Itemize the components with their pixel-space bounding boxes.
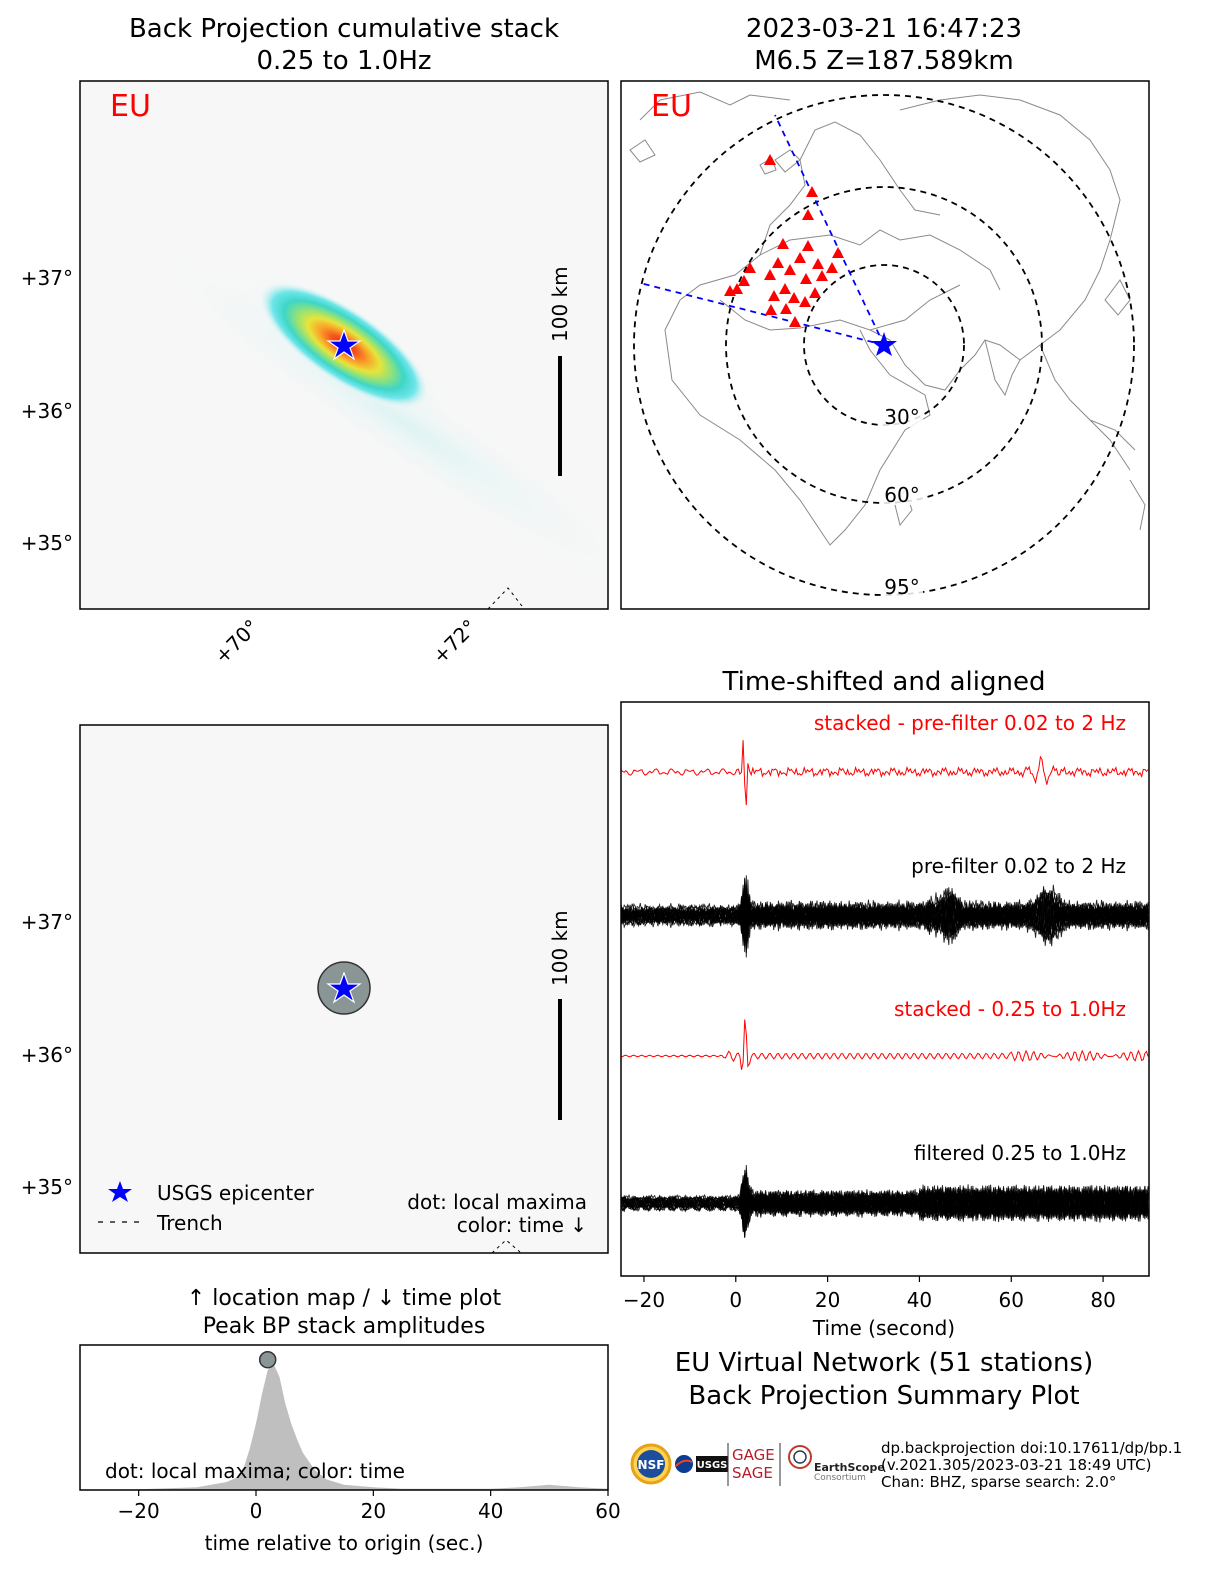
traces-tick-label: 80 xyxy=(1090,1288,1115,1312)
ring-label-95: 95° xyxy=(884,575,919,599)
location-map-legend: USGS epicenter Trench xyxy=(98,1181,315,1235)
summary-title-1: EU Virtual Network (51 stations) xyxy=(675,1348,1093,1378)
traces-frame xyxy=(620,701,1150,1277)
traces-tick-label: −20 xyxy=(623,1288,665,1312)
nsf-logo-text: NSF xyxy=(638,1458,665,1472)
logo-strip: NSF USGS GAGE SAGE EarthScope Consortium xyxy=(630,1443,885,1486)
station-map-panel: 2023-03-21 16:47:23 M6.5 Z=187.589km xyxy=(620,14,1150,610)
filtered-trace-line xyxy=(620,1179,1149,1223)
peak-local-maximum-dot xyxy=(258,1350,277,1369)
traces-background xyxy=(621,702,1149,1276)
footer-line-1: dp.backprojection doi:10.17611/dp/bp.1 xyxy=(881,1439,1182,1457)
legend-trench-label: Trench xyxy=(156,1211,223,1235)
peak-plot-background xyxy=(80,1345,608,1490)
peak-plot-tick-label: 60 xyxy=(595,1499,620,1523)
traces-tick-label: 0 xyxy=(729,1288,742,1312)
traces-tick-label: 40 xyxy=(907,1288,932,1312)
peak-plot-tick-label: 20 xyxy=(361,1499,386,1523)
bp-map-title-2: 0.25 to 1.0Hz xyxy=(256,46,431,76)
filtered-trace-line xyxy=(620,1176,1149,1228)
station-markers xyxy=(724,154,844,327)
stacked-filtered-line xyxy=(620,1019,1149,1070)
trench-line xyxy=(487,587,523,609)
station-map-title-1: 2023-03-21 16:47:23 xyxy=(746,14,1022,44)
bp-map-lon-tick: +70° xyxy=(210,615,264,669)
location-map-lat-tick: +37° xyxy=(21,910,73,934)
peak-plot-note: dot: local maxima; color: time xyxy=(105,1459,405,1483)
bp-map-lat-tick: +36° xyxy=(21,399,73,423)
nsf-logo: NSF xyxy=(630,1443,672,1485)
azimuth-lines xyxy=(639,114,885,346)
stacked-prefilter-trace xyxy=(620,740,1149,806)
summary-title-2: Back Projection Summary Plot xyxy=(688,1381,1079,1411)
nasa-logo xyxy=(675,1455,693,1473)
bp-map-region-label: EU xyxy=(110,89,151,124)
distance-ring-95 xyxy=(633,94,1135,596)
location-map-note-1: dot: local maxima xyxy=(407,1190,587,1214)
location-map-scale-label: 100 km xyxy=(548,910,572,986)
traces-tick-label: 60 xyxy=(999,1288,1024,1312)
coastlines xyxy=(629,91,1146,546)
traces-x-ticks: −20 0 20 40 60 80 xyxy=(623,1276,1116,1312)
filtered-trace-line xyxy=(620,1178,1149,1223)
peak-plot-x-ticks: −20 0 20 40 60 xyxy=(118,1490,621,1523)
bp-map-panel: Back Projection cumulative stack 0.25 to… xyxy=(21,14,609,669)
bp-map-lon-tick: +72° xyxy=(428,615,482,669)
legend-epicenter-icon xyxy=(108,1181,132,1202)
location-map-lat-tick: +36° xyxy=(21,1043,73,1067)
distance-ring-60 xyxy=(725,186,1043,504)
earthscope-logo-text: EarthScope xyxy=(814,1461,885,1474)
station-map-region-label: EU xyxy=(651,89,692,124)
earthscope-logo: EarthScope Consortium xyxy=(788,1445,885,1483)
stacked-prefilter-line xyxy=(620,740,1149,806)
traces-title: Time-shifted and aligned xyxy=(722,667,1046,697)
footer-line-2: (v.2021.305/2023-03-21 18:49 UTC) xyxy=(881,1456,1151,1474)
trace-label-filtered: filtered 0.25 to 1.0Hz xyxy=(914,1141,1126,1165)
trace-label-stacked-filtered: stacked - 0.25 to 1.0Hz xyxy=(894,997,1126,1021)
station-map-epicenter-star xyxy=(871,332,897,356)
traces-panel: Time-shifted and aligned stacked - pre-f… xyxy=(620,667,1150,1340)
bp-map-lat-tick: +37° xyxy=(21,266,73,290)
sage-logo-text: SAGE xyxy=(732,1464,773,1482)
gage-logo-text: GAGE xyxy=(732,1446,775,1464)
bp-map-title-1: Back Projection cumulative stack xyxy=(129,14,559,44)
peak-plot-xlabel: time relative to origin (sec.) xyxy=(205,1531,484,1555)
bp-map-lat-tick: +35° xyxy=(21,531,73,555)
bp-map-scale-label: 100 km xyxy=(548,266,572,342)
location-map-epicenter-star xyxy=(326,971,362,1004)
prefilter-trace-line xyxy=(620,881,1149,941)
location-map-frame xyxy=(79,724,609,1254)
trace-label-stacked-prefilter: stacked - pre-filter 0.02 to 2 Hz xyxy=(814,711,1126,735)
stacked-filtered-trace xyxy=(620,1019,1149,1070)
ring-label-60: 60° xyxy=(884,483,919,507)
bp-map-epicenter-star xyxy=(326,328,362,361)
filtered-trace-line xyxy=(620,1174,1149,1222)
location-map-panel: 100 km +37° +36° +35° USGS epicenter Tre… xyxy=(21,724,609,1254)
peak-plot-tick-label: 0 xyxy=(250,1499,263,1523)
location-map-note-2: color: time ↓ xyxy=(457,1213,587,1237)
filtered-trace-bundle xyxy=(620,1164,1149,1239)
usgs-logo-text: USGS xyxy=(697,1460,728,1471)
bp-map-frame xyxy=(79,80,609,610)
peak-plot-tick-label: −20 xyxy=(118,1499,160,1523)
peak-plot-title-2: Peak BP stack amplitudes xyxy=(203,1314,486,1339)
station-map-frame xyxy=(620,80,1150,610)
prefilter-trace-bundle xyxy=(620,875,1149,958)
usgs-logo: USGS xyxy=(696,1456,728,1472)
traces-tick-label: 20 xyxy=(815,1288,840,1312)
ring-label-30: 30° xyxy=(884,405,919,429)
footer-line-3: Chan: BHZ, sparse search: 2.0° xyxy=(881,1473,1116,1491)
trace-label-prefilter: pre-filter 0.02 to 2 Hz xyxy=(911,854,1126,878)
peak-plot-title-1: ↑ location map / ↓ time plot xyxy=(187,1286,502,1311)
station-map-title-2: M6.5 Z=187.589km xyxy=(754,46,1014,76)
prefilter-trace-line xyxy=(620,887,1149,938)
peak-plot-tick-label: 40 xyxy=(478,1499,503,1523)
consortium-logo-text: Consortium xyxy=(814,1473,866,1483)
peak-plot-frame xyxy=(79,1344,609,1491)
traces-xlabel: Time (second) xyxy=(812,1316,955,1340)
location-map-lat-tick: +35° xyxy=(21,1175,73,1199)
peak-plot-panel: ↑ location map / ↓ time plot Peak BP sta… xyxy=(79,1286,621,1555)
legend-epicenter-label: USGS epicenter xyxy=(157,1181,315,1205)
